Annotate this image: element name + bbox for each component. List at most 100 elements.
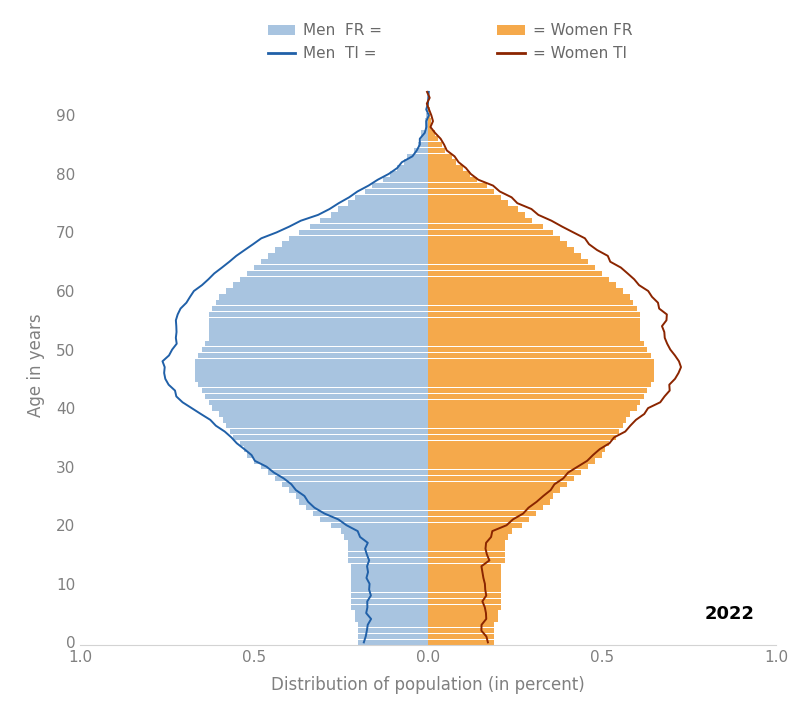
Bar — [240, 277, 428, 282]
Bar — [289, 236, 428, 241]
Bar — [428, 622, 494, 627]
Bar — [209, 323, 428, 329]
Bar — [261, 464, 428, 470]
Bar — [261, 259, 428, 265]
Bar — [351, 604, 428, 610]
Bar — [428, 517, 529, 522]
Bar — [428, 300, 634, 305]
Bar — [428, 540, 505, 546]
Bar — [428, 247, 574, 252]
Bar — [355, 616, 428, 622]
Bar — [428, 488, 560, 493]
Bar — [428, 493, 554, 498]
Bar — [425, 124, 428, 130]
Bar — [428, 259, 588, 265]
Bar — [247, 271, 428, 276]
Bar — [202, 388, 428, 393]
Bar — [355, 194, 428, 200]
Bar — [310, 224, 428, 229]
Bar — [428, 552, 505, 557]
Bar — [428, 610, 498, 616]
Bar — [428, 101, 429, 106]
Bar — [428, 229, 554, 235]
Bar — [428, 189, 494, 194]
Bar — [428, 347, 647, 352]
Legend: = Women FR, = Women TI: = Women FR, = Women TI — [491, 17, 638, 67]
Bar — [428, 335, 640, 341]
Bar — [428, 628, 494, 633]
Bar — [289, 488, 428, 493]
Bar — [428, 440, 609, 446]
Bar — [233, 435, 428, 440]
Bar — [428, 470, 581, 475]
Bar — [390, 171, 428, 176]
Bar — [428, 236, 560, 241]
Bar — [230, 429, 428, 435]
Bar — [428, 599, 501, 604]
Bar — [428, 323, 640, 329]
Bar — [428, 388, 647, 393]
Bar — [275, 475, 428, 481]
Bar — [206, 394, 428, 399]
Bar — [428, 423, 623, 428]
Bar — [358, 628, 428, 633]
Bar — [428, 511, 536, 516]
Bar — [254, 265, 428, 270]
Bar — [428, 282, 616, 288]
Bar — [282, 482, 428, 487]
Bar — [428, 294, 630, 300]
Bar — [428, 242, 567, 247]
Bar — [428, 341, 644, 346]
Bar — [428, 464, 588, 470]
Bar — [198, 353, 428, 358]
Bar — [428, 329, 640, 335]
Bar — [240, 440, 428, 446]
Bar — [428, 581, 501, 587]
Bar — [428, 534, 508, 540]
Bar — [428, 575, 501, 581]
Bar — [254, 458, 428, 463]
Bar — [209, 312, 428, 317]
Bar — [428, 212, 526, 217]
Bar — [222, 417, 428, 422]
Bar — [428, 166, 462, 171]
Bar — [428, 153, 452, 159]
Bar — [428, 370, 654, 376]
Bar — [428, 218, 533, 224]
Bar — [366, 189, 428, 194]
Bar — [428, 318, 640, 323]
Bar — [428, 458, 595, 463]
Bar — [345, 534, 428, 540]
Bar — [428, 452, 602, 457]
Bar — [428, 288, 623, 294]
Bar — [428, 604, 501, 610]
Bar — [348, 558, 428, 563]
Bar — [351, 593, 428, 598]
Bar — [428, 364, 654, 370]
Bar — [428, 616, 498, 622]
Bar — [351, 569, 428, 575]
Bar — [428, 528, 511, 533]
Bar — [404, 159, 428, 165]
Bar — [209, 329, 428, 335]
Bar — [226, 423, 428, 428]
Bar — [428, 171, 470, 176]
Bar — [209, 318, 428, 323]
Bar — [428, 564, 501, 569]
Bar — [372, 183, 428, 189]
Bar — [428, 177, 477, 182]
Bar — [428, 358, 654, 364]
Bar — [425, 118, 428, 124]
Bar — [414, 148, 428, 153]
Bar — [212, 405, 428, 411]
Bar — [428, 399, 640, 405]
Bar — [421, 136, 428, 141]
Bar — [428, 312, 640, 317]
Y-axis label: Age in years: Age in years — [26, 314, 45, 417]
Bar — [348, 540, 428, 546]
Bar — [195, 364, 428, 370]
Bar — [428, 475, 574, 481]
Bar — [428, 183, 487, 189]
Bar — [407, 153, 428, 159]
Bar — [341, 528, 428, 533]
